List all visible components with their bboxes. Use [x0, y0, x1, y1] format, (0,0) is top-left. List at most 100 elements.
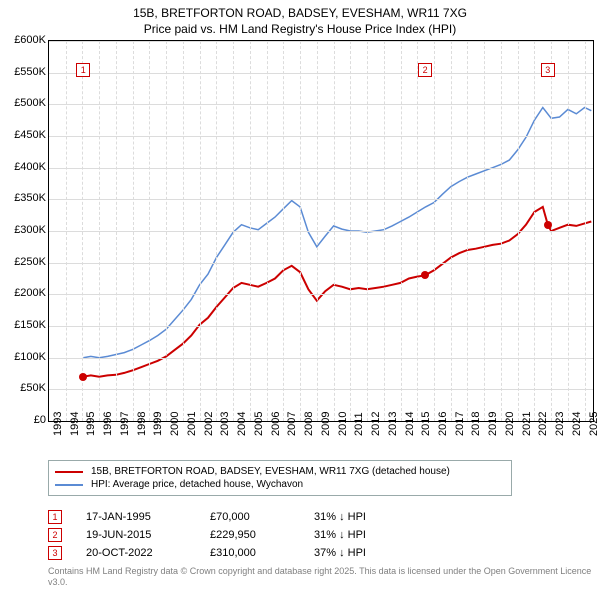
x-axis-label: 2003: [219, 422, 231, 436]
title-line-1: 15B, BRETFORTON ROAD, BADSEY, EVESHAM, W…: [0, 6, 600, 22]
gridline-v: [417, 41, 418, 421]
x-axis-label: 2020: [504, 422, 516, 436]
x-axis-label: 2017: [454, 422, 466, 436]
gridline-v: [518, 41, 519, 421]
chart-marker-dot: [421, 271, 429, 279]
x-axis-label: 2025: [588, 422, 600, 436]
gridline-v: [166, 41, 167, 421]
x-axis-label: 2012: [370, 422, 382, 436]
gridline-v: [484, 41, 485, 421]
y-axis-label: £400K: [0, 161, 46, 173]
x-axis-label: 2022: [537, 422, 549, 436]
gridline-v: [300, 41, 301, 421]
gridline-h: [49, 104, 593, 105]
x-axis-label: 2007: [286, 422, 298, 436]
x-axis-label: 2006: [270, 422, 282, 436]
legend-box: 15B, BRETFORTON ROAD, BADSEY, EVESHAM, W…: [48, 460, 512, 496]
x-axis-label: 2005: [253, 422, 265, 436]
x-axis-label: 2021: [521, 422, 533, 436]
gridline-v: [317, 41, 318, 421]
chart-marker: 2: [418, 63, 432, 77]
y-axis-label: £500K: [0, 97, 46, 109]
transaction-date: 17-JAN-1995: [86, 511, 186, 523]
gridline-v: [401, 41, 402, 421]
x-axis-label: 1995: [85, 422, 97, 436]
gridline-v: [66, 41, 67, 421]
chart-marker: 1: [76, 63, 90, 77]
y-axis-label: £250K: [0, 256, 46, 268]
legend-swatch: [55, 484, 83, 486]
gridline-v: [568, 41, 569, 421]
x-axis-label: 2016: [437, 422, 449, 436]
x-axis-label: 2001: [186, 422, 198, 436]
gridline-v: [200, 41, 201, 421]
transaction-price: £310,000: [210, 547, 290, 559]
gridline-v: [585, 41, 586, 421]
x-axis-label: 2023: [554, 422, 566, 436]
transaction-date: 19-JUN-2015: [86, 529, 186, 541]
x-axis-label: 2004: [236, 422, 248, 436]
gridline-v: [183, 41, 184, 421]
gridline-v: [99, 41, 100, 421]
transaction-price: £70,000: [210, 511, 290, 523]
x-axis-label: 2002: [203, 422, 215, 436]
transaction-delta: 31% ↓ HPI: [314, 529, 404, 541]
series-property: [83, 207, 591, 377]
gridline-h: [49, 389, 593, 390]
plot-area: 123: [48, 40, 594, 422]
y-axis-label: £200K: [0, 287, 46, 299]
transaction-price: £229,950: [210, 529, 290, 541]
transaction-marker: 2: [48, 528, 62, 542]
gridline-v: [551, 41, 552, 421]
legend-item: HPI: Average price, detached house, Wych…: [55, 478, 505, 491]
chart-container: 15B, BRETFORTON ROAD, BADSEY, EVESHAM, W…: [0, 0, 600, 590]
legend-label: HPI: Average price, detached house, Wych…: [91, 479, 303, 490]
x-axis-label: 1993: [52, 422, 64, 436]
x-axis-label: 1999: [152, 422, 164, 436]
series-hpi: [83, 108, 591, 358]
x-axis-label: 1998: [136, 422, 148, 436]
y-axis-label: £150K: [0, 319, 46, 331]
y-axis-label: £0: [0, 414, 46, 426]
gridline-v: [501, 41, 502, 421]
gridline-h: [49, 41, 593, 42]
y-axis-label: £100K: [0, 351, 46, 363]
x-axis-label: 2009: [320, 422, 332, 436]
legend-swatch: [55, 471, 83, 473]
gridline-h: [49, 326, 593, 327]
gridline-v: [451, 41, 452, 421]
gridline-h: [49, 73, 593, 74]
y-axis-label: £550K: [0, 66, 46, 78]
gridline-v: [82, 41, 83, 421]
gridline-v: [367, 41, 368, 421]
gridline-v: [133, 41, 134, 421]
x-axis-label: 2024: [571, 422, 583, 436]
gridline-v: [216, 41, 217, 421]
transaction-date: 20-OCT-2022: [86, 547, 186, 559]
gridline-h: [49, 358, 593, 359]
transaction-row: 1 17-JAN-1995 £70,000 31% ↓ HPI: [48, 508, 404, 526]
x-axis-label: 2013: [387, 422, 399, 436]
x-axis-label: 2019: [487, 422, 499, 436]
gridline-v: [283, 41, 284, 421]
chart-marker-dot: [544, 221, 552, 229]
y-axis-label: £50K: [0, 382, 46, 394]
x-axis-label: 2000: [169, 422, 181, 436]
x-axis-label: 2015: [420, 422, 432, 436]
x-axis-label: 2008: [303, 422, 315, 436]
gridline-v: [149, 41, 150, 421]
x-axis-label: 1994: [69, 422, 81, 436]
transactions-table: 1 17-JAN-1995 £70,000 31% ↓ HPI 2 19-JUN-2015…: [48, 508, 404, 562]
y-axis-label: £350K: [0, 192, 46, 204]
y-axis-label: £450K: [0, 129, 46, 141]
y-axis-label: £300K: [0, 224, 46, 236]
gridline-h: [49, 199, 593, 200]
gridline-h: [49, 136, 593, 137]
x-axis-label: 2018: [470, 422, 482, 436]
x-axis-label: 2010: [337, 422, 349, 436]
transaction-delta: 31% ↓ HPI: [314, 511, 404, 523]
gridline-v: [467, 41, 468, 421]
legend-label: 15B, BRETFORTON ROAD, BADSEY, EVESHAM, W…: [91, 466, 450, 477]
transaction-marker: 1: [48, 510, 62, 524]
gridline-v: [116, 41, 117, 421]
